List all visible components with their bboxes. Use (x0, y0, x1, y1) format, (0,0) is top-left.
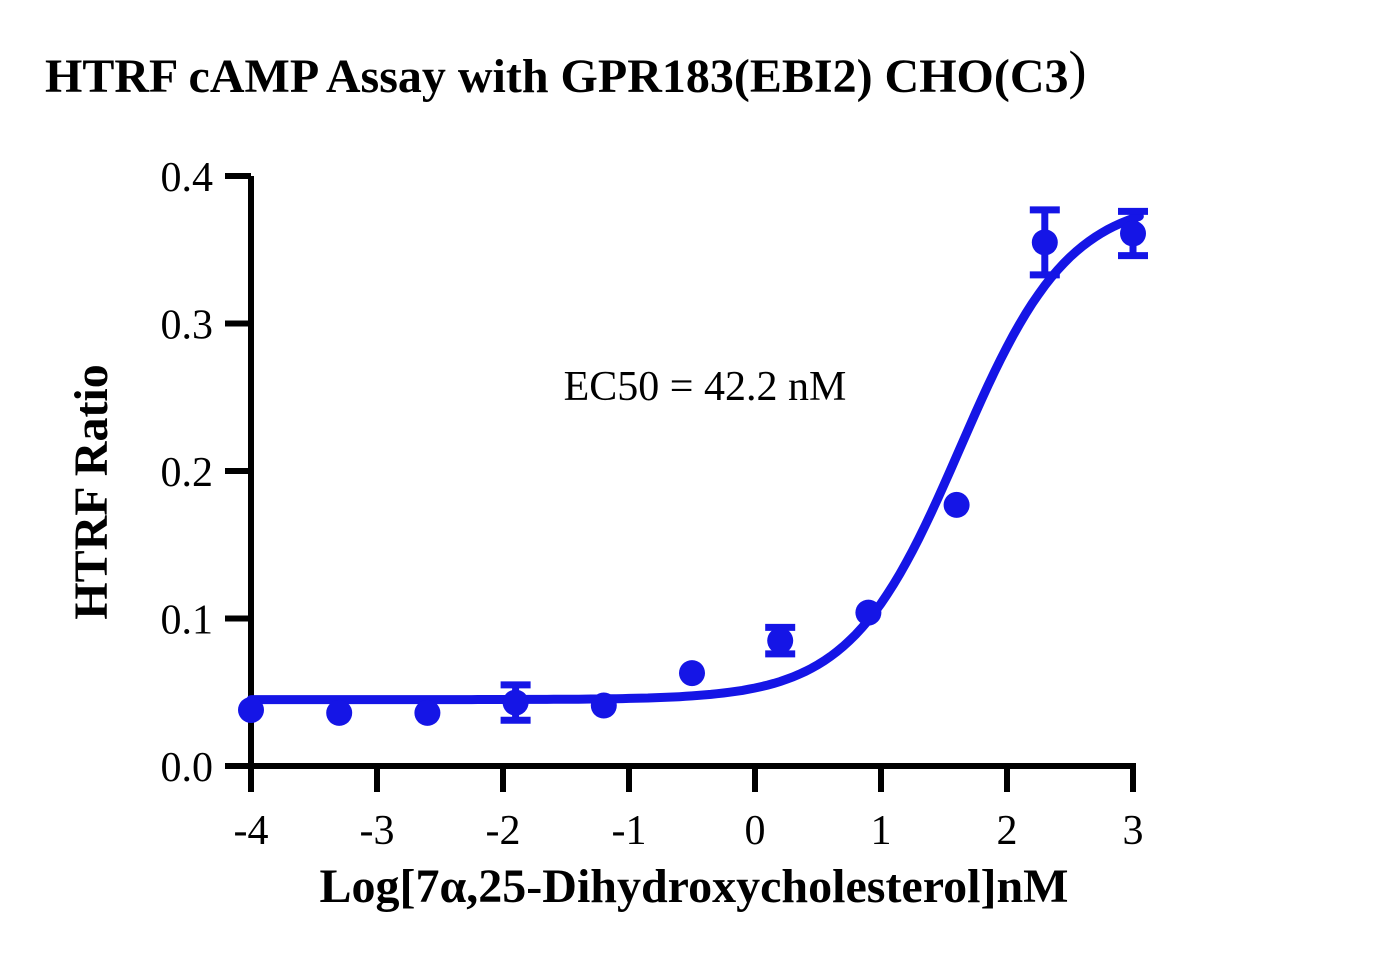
x-tick-label: 0 (745, 808, 766, 854)
chart-title: HTRF cAMP Assay with GPR183(EBI2) CHO(C3… (45, 40, 1087, 103)
data-point (767, 627, 794, 654)
x-tick-label: 3 (1123, 808, 1144, 854)
y-tick-label: 0.1 (161, 598, 214, 644)
data-point (502, 689, 529, 716)
x-tick-label: -3 (360, 808, 395, 854)
y-tick-label: 0.2 (161, 450, 214, 496)
data-point (943, 491, 970, 518)
title-closing-paren: ) (1069, 40, 1087, 100)
data-point (1120, 220, 1146, 247)
data-point (414, 699, 441, 726)
x-tick-label: 1 (871, 808, 892, 854)
error-bars-layer (500, 206, 1148, 724)
data-point (238, 696, 264, 723)
data-point (590, 692, 617, 719)
x-tick-label: -1 (612, 808, 647, 854)
fit-curve-layer (246, 211, 1144, 705)
axis-ticks: -4 -3 -2 -1 0 1 2 3 0.0 0.1 0.2 0.3 0.4 (161, 155, 1144, 854)
data-point (679, 660, 705, 687)
y-tick-label: 0.4 (161, 155, 214, 201)
data-points-layer (238, 220, 1146, 726)
y-tick-label: 0.0 (161, 745, 214, 791)
data-point (1031, 229, 1058, 256)
x-tick-label: 2 (997, 808, 1018, 854)
y-axis-label: HTRF Ratio (65, 364, 118, 620)
data-point (855, 599, 882, 626)
ec50-annotation: EC50 = 42.2 nM (564, 364, 847, 410)
x-tick-label: -4 (234, 808, 269, 854)
y-tick-label: 0.3 (161, 303, 214, 349)
data-point (326, 699, 353, 726)
dose-response-curve (246, 211, 1144, 705)
x-axis-label: Log[7α,25-Dihydroxycholesterol]nM (320, 860, 1069, 913)
x-tick-label: -2 (486, 808, 521, 854)
